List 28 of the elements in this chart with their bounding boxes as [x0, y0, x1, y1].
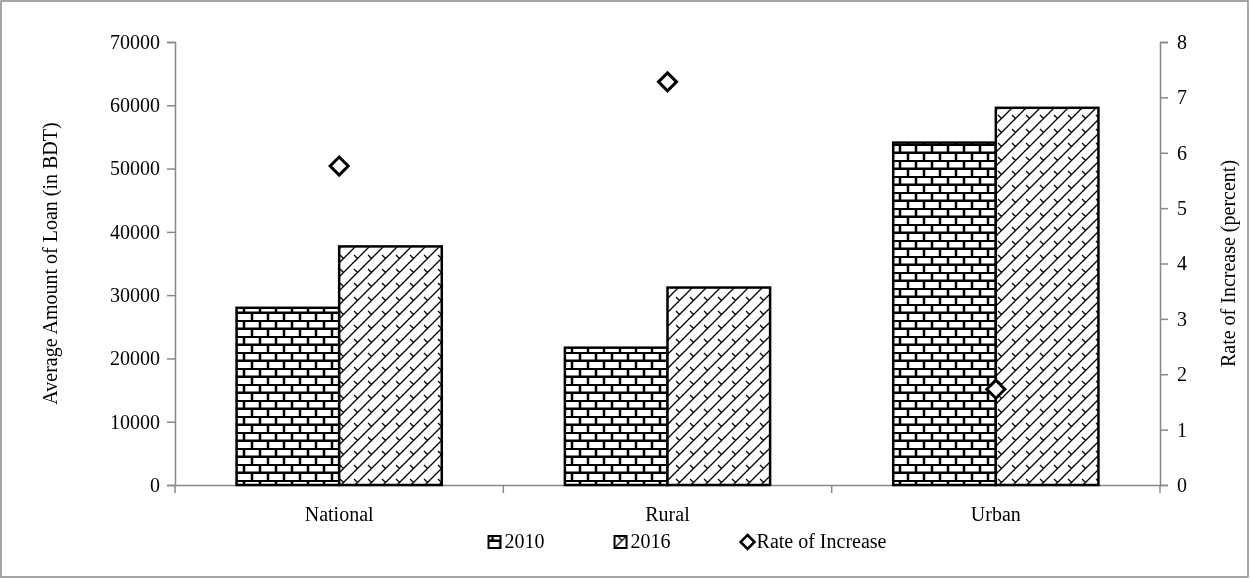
point	[985, 378, 1007, 400]
y-tick-label: 20000	[110, 347, 160, 370]
point	[328, 155, 350, 177]
y2-tick-label: 5	[1177, 197, 1187, 220]
x-tick-label: Urban	[970, 503, 1021, 526]
y2-tick-label: 7	[1177, 86, 1187, 109]
y2-axis-title: Rate of Increase (percent)	[1217, 159, 1240, 368]
y2-tick-label: 1	[1177, 418, 1187, 441]
x-tick-label: National	[304, 503, 375, 526]
legend-label: 2016	[630, 530, 671, 552]
y-tick-label: 60000	[110, 94, 160, 117]
y-tick-label: 50000	[110, 157, 160, 180]
y-tick-label: 30000	[110, 284, 160, 307]
y2-tick-label: 6	[1177, 141, 1187, 164]
y-tick-label: 40000	[110, 220, 160, 243]
y-tick-label: 70000	[110, 30, 160, 53]
y-tick-label: 10000	[110, 410, 160, 433]
y-axis-title: Average Amount of Loan (in BDT)	[39, 122, 62, 405]
legend-label: Rate of Increase	[756, 530, 887, 552]
y2-tick-label: 4	[1177, 252, 1187, 275]
y2-tick-label: 8	[1177, 30, 1187, 53]
x-tick-label: Rural	[645, 503, 691, 526]
y2-tick-label: 2	[1177, 363, 1187, 386]
legend-label: 2010	[504, 530, 545, 552]
y-tick-label: 0	[150, 473, 160, 496]
y2-tick-label: 3	[1177, 307, 1187, 330]
y2-tick-label: 0	[1177, 473, 1187, 496]
point	[657, 71, 678, 93]
